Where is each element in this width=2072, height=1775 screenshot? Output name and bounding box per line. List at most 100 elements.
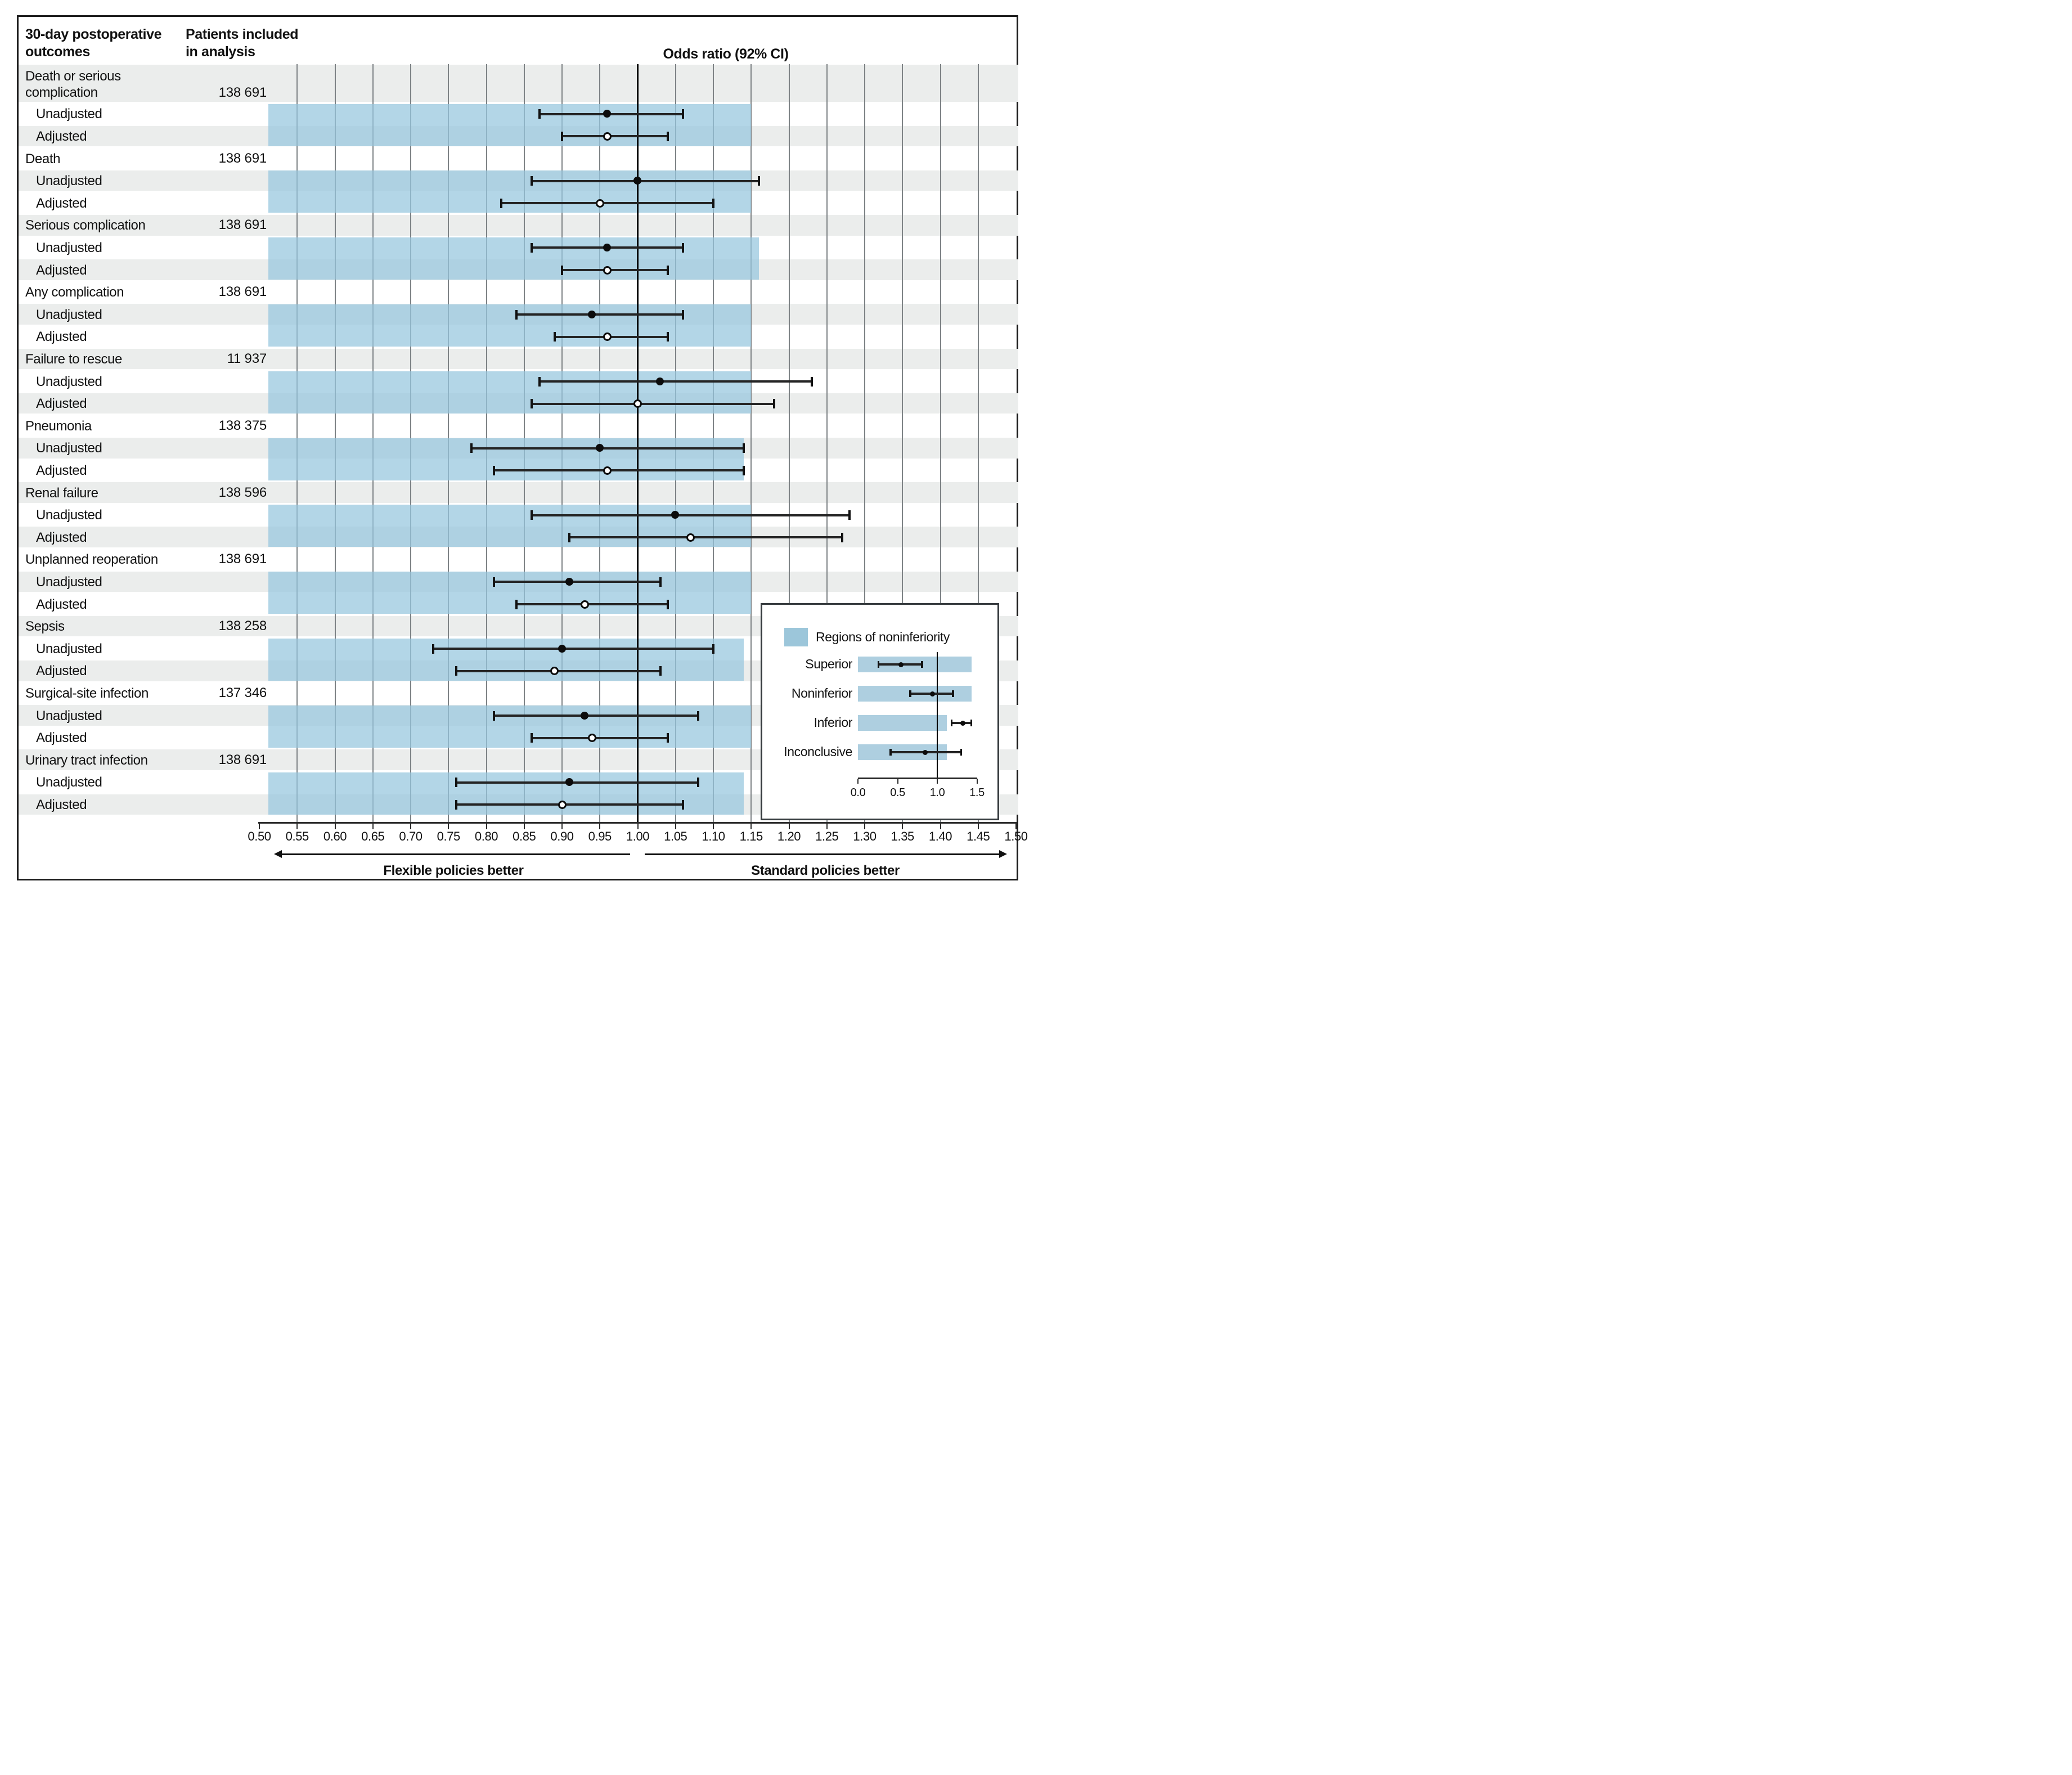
outcome-label: Pneumonia bbox=[25, 418, 92, 434]
sublabel-adjusted: Adjusted bbox=[36, 596, 87, 612]
ci-whisker bbox=[516, 313, 684, 316]
noninferiority-region-swatch-icon bbox=[784, 628, 808, 646]
point-estimate-marker bbox=[603, 466, 612, 475]
axis-tick-label: 0.85 bbox=[513, 829, 536, 843]
ci-cap-low bbox=[531, 510, 533, 520]
outcome-label: Surgical-site infection bbox=[25, 685, 149, 701]
patients-count: 138 258 bbox=[218, 618, 267, 634]
x-axis-line bbox=[258, 822, 1017, 824]
ci-whisker bbox=[493, 581, 660, 583]
legend-axis-line bbox=[858, 778, 977, 779]
point-estimate-marker bbox=[603, 266, 612, 275]
left-arrowhead-icon bbox=[274, 850, 282, 858]
legend-axis-tick bbox=[897, 779, 898, 784]
point-estimate-marker bbox=[603, 132, 612, 141]
reference-line-1.00 bbox=[637, 64, 639, 823]
ci-cap-low bbox=[455, 799, 457, 810]
sublabel-adjusted: Adjusted bbox=[36, 730, 87, 746]
ci-cap-low bbox=[432, 644, 435, 654]
ci-cap-low bbox=[561, 131, 563, 141]
sublabel-adjusted: Adjusted bbox=[36, 462, 87, 478]
point-estimate-marker bbox=[558, 800, 567, 809]
legend-point-marker bbox=[960, 720, 965, 726]
point-estimate-marker bbox=[603, 243, 612, 251]
axis-tick-label: 0.80 bbox=[474, 829, 498, 843]
outcome-row-stripe bbox=[19, 348, 1018, 370]
outcome-label: Sepsis bbox=[25, 619, 65, 635]
patients-count: 138 691 bbox=[218, 217, 267, 233]
noninferiority-band bbox=[268, 705, 752, 748]
patients-count: 137 346 bbox=[218, 685, 267, 700]
axis-tick bbox=[864, 823, 865, 829]
ci-cap-high bbox=[772, 399, 775, 409]
sublabel-unadjusted: Unadjusted bbox=[36, 106, 102, 122]
right-arrowhead-icon bbox=[999, 850, 1007, 858]
point-estimate-marker bbox=[588, 734, 597, 743]
axis-tick-label: 1.05 bbox=[664, 829, 687, 843]
axis-tick bbox=[259, 823, 260, 829]
noninferiority-band bbox=[268, 772, 744, 815]
patients-count: 138 691 bbox=[218, 84, 267, 100]
ci-cap-low bbox=[553, 332, 556, 342]
outcome-row-stripe bbox=[19, 215, 1018, 236]
ci-cap-high bbox=[667, 332, 669, 342]
axis-tick-label: 0.50 bbox=[248, 829, 271, 843]
legend-ci-cap-high bbox=[970, 720, 973, 726]
ci-cap-low bbox=[568, 532, 571, 542]
sublabel-unadjusted: Unadjusted bbox=[36, 173, 102, 189]
axis-tick bbox=[599, 823, 601, 829]
noninferiority-band bbox=[268, 638, 744, 681]
outcome-label: Serious complication bbox=[25, 218, 146, 233]
ci-cap-low bbox=[531, 733, 533, 743]
legend-axis-tick-label: 1.0 bbox=[929, 787, 945, 799]
ci-cap-high bbox=[682, 242, 685, 253]
patients-count: 11 937 bbox=[227, 350, 267, 366]
outcome-label: Renal failure bbox=[25, 485, 98, 501]
axis-tick bbox=[750, 823, 752, 829]
gridline bbox=[940, 64, 941, 823]
sublabel-adjusted: Adjusted bbox=[36, 262, 87, 278]
ci-whisker bbox=[562, 135, 668, 138]
axis-tick bbox=[902, 823, 904, 829]
ci-cap-high bbox=[742, 443, 745, 453]
point-estimate-marker bbox=[558, 644, 566, 653]
noninferiority-band bbox=[268, 170, 752, 213]
noninferiority-band bbox=[268, 505, 752, 547]
axis-tick bbox=[940, 823, 941, 829]
outcome-label: Any complication bbox=[25, 285, 124, 300]
outcome-label: Failure to rescue bbox=[25, 351, 122, 367]
point-estimate-marker bbox=[633, 399, 642, 408]
patients-count: 138 691 bbox=[218, 150, 267, 166]
ci-cap-high bbox=[682, 309, 685, 320]
legend-row-label: Superior bbox=[805, 657, 852, 671]
axis-tick bbox=[486, 823, 487, 829]
gridline bbox=[864, 64, 865, 823]
axis-tick-label: 1.20 bbox=[777, 829, 801, 843]
axis-tick bbox=[637, 823, 639, 829]
ci-whisker bbox=[433, 648, 713, 650]
outcome-row-stripe bbox=[19, 549, 1018, 570]
axis-tick-label: 1.45 bbox=[967, 829, 990, 843]
legend-point-marker bbox=[930, 691, 936, 696]
noninferiority-band bbox=[268, 572, 752, 614]
outcome-label: Death bbox=[25, 151, 61, 167]
ci-cap-high bbox=[682, 109, 685, 119]
axis-tick-label: 0.65 bbox=[361, 829, 385, 843]
legend-ci-cap-high bbox=[960, 749, 963, 756]
outcome-row-stripe bbox=[19, 482, 1018, 503]
outcomes-column-header: 30-day postoperative outcomes bbox=[25, 26, 162, 60]
ci-cap-low bbox=[470, 443, 473, 453]
axis-tick-label: 1.15 bbox=[739, 829, 763, 843]
axis-tick-label: 1.35 bbox=[891, 829, 915, 843]
ci-whisker bbox=[532, 179, 759, 182]
ci-whisker bbox=[471, 447, 744, 450]
point-estimate-marker bbox=[588, 310, 596, 318]
point-estimate-marker bbox=[595, 199, 604, 208]
sublabel-adjusted: Adjusted bbox=[36, 329, 87, 345]
axis-title: Odds ratio (92% CI) bbox=[663, 46, 789, 62]
axis-tick bbox=[372, 823, 374, 829]
noninferiority-band bbox=[268, 104, 752, 146]
point-estimate-marker bbox=[671, 511, 680, 519]
ci-whisker bbox=[493, 469, 744, 472]
axis-tick-label: 1.50 bbox=[1004, 829, 1028, 843]
